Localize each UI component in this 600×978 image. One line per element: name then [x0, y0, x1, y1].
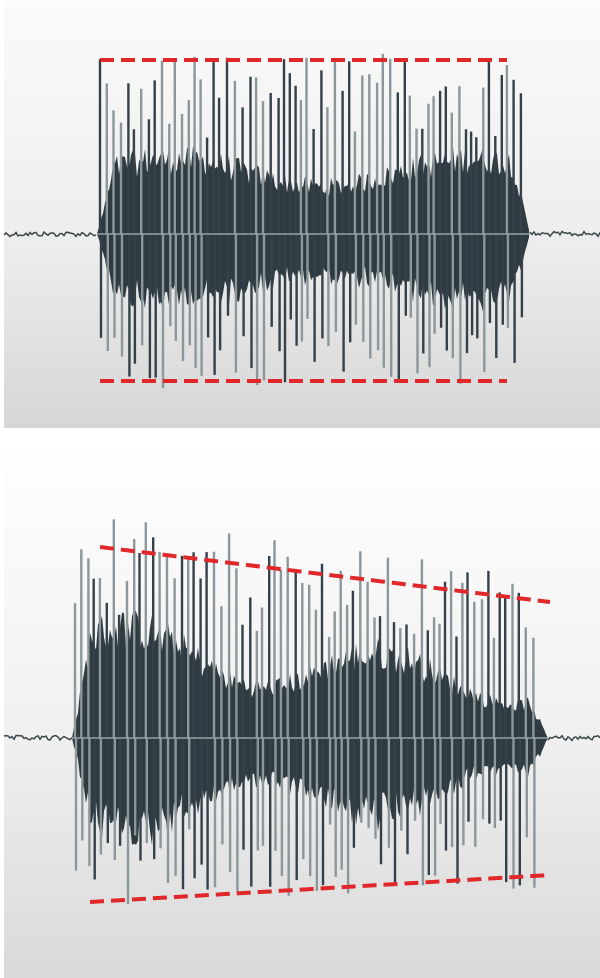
- waveform-comparison: [0, 0, 600, 978]
- page: [0, 0, 600, 978]
